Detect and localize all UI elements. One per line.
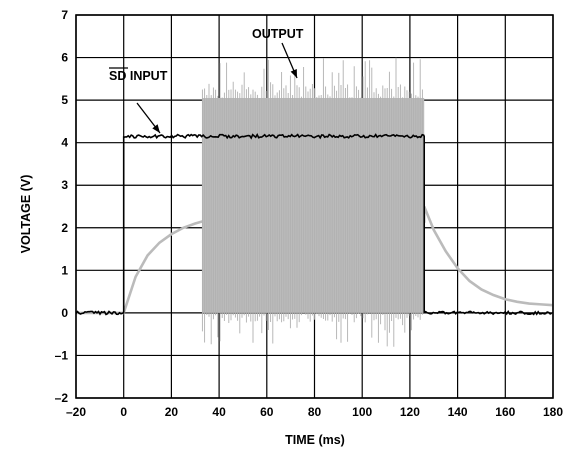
y-tick-label: 3 xyxy=(61,178,68,192)
y-tick-label: 2 xyxy=(61,221,68,235)
annotation-arrows xyxy=(136,42,298,134)
y-tick-label: 1 xyxy=(61,263,68,277)
x-tick-label: 160 xyxy=(495,405,515,419)
x-tick-label: 120 xyxy=(400,405,420,419)
traces xyxy=(75,57,554,347)
x-tick-label: –20 xyxy=(66,405,86,419)
y-tick-label: 6 xyxy=(61,51,68,65)
y-tick-label: –1 xyxy=(55,348,69,362)
sd-input-arrow-head xyxy=(152,124,160,133)
sd-input-annotation-label: SD INPUT xyxy=(109,69,168,83)
y-tick-label: 7 xyxy=(61,8,68,22)
plot-frame xyxy=(75,14,554,399)
sd-input-trace xyxy=(75,133,552,316)
x-tick-label: 140 xyxy=(448,405,468,419)
output-arrow-head xyxy=(290,69,297,78)
x-tick-label: 100 xyxy=(352,405,372,419)
output-annotation-label: OUTPUT xyxy=(252,27,304,41)
y-tick-label: 5 xyxy=(61,93,68,107)
y-tick-label: 0 xyxy=(61,306,68,320)
tick-labels: –20 0 20 40 60 80 100 120 140 160 180 –2 –1 0 1 2 3 4 5 6 7 xyxy=(55,8,564,419)
x-axis-label: TIME (ms) xyxy=(285,433,345,447)
output-ramp-trace xyxy=(76,206,554,315)
x-tick-label: 80 xyxy=(308,405,322,419)
y-tick-label: –2 xyxy=(55,391,69,405)
x-tick-label: 20 xyxy=(165,405,179,419)
x-tick-label: 180 xyxy=(543,405,563,419)
x-tick-label: 0 xyxy=(120,405,127,419)
output-spikes xyxy=(201,57,423,347)
y-axis-label: VOLTAGE (V) xyxy=(19,175,33,254)
x-tick-label: 40 xyxy=(212,405,226,419)
sd-input-text: INPUT xyxy=(126,69,167,83)
x-tick-label: 60 xyxy=(260,405,274,419)
sd-overline-text: SD xyxy=(109,69,126,83)
y-tick-label: 4 xyxy=(61,136,68,150)
